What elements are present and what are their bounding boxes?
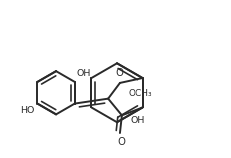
Text: OH: OH bbox=[76, 69, 91, 78]
Text: O: O bbox=[116, 137, 124, 147]
Text: HO: HO bbox=[20, 106, 34, 115]
Text: OH: OH bbox=[130, 116, 145, 125]
Text: O: O bbox=[114, 68, 122, 78]
Text: OCH₃: OCH₃ bbox=[128, 89, 152, 98]
